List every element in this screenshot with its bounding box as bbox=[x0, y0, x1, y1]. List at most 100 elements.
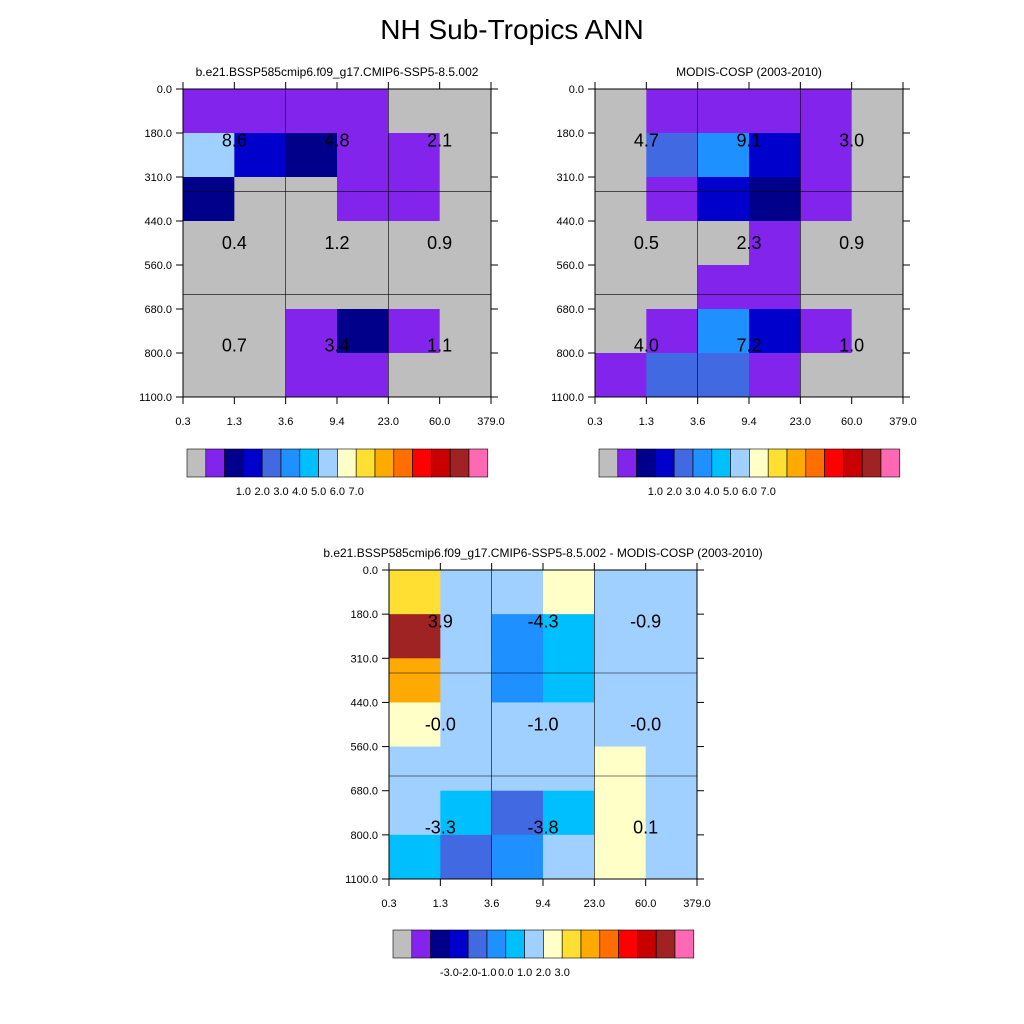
colorbar-swatch bbox=[430, 929, 450, 959]
colorbar-label: 2.0 bbox=[536, 967, 551, 979]
heatmap-cell bbox=[851, 353, 904, 398]
heatmap-cell bbox=[183, 221, 235, 266]
y-tick-label: 800.0 bbox=[144, 348, 172, 360]
y-tick-label: 310.0 bbox=[144, 172, 172, 184]
heatmap-cell bbox=[800, 353, 853, 398]
colorbar-swatch bbox=[617, 448, 637, 478]
heatmap-cell bbox=[800, 221, 853, 266]
colorbar-swatch bbox=[524, 929, 544, 959]
heatmap-cell bbox=[543, 746, 595, 792]
data-label: 3.9 bbox=[428, 612, 453, 632]
heatmap-cell bbox=[491, 658, 544, 703]
y-tick-label: 310.0 bbox=[350, 653, 378, 665]
colorbar-label: -2.0 bbox=[459, 967, 478, 979]
colorbar-label: 7.0 bbox=[761, 486, 776, 498]
heatmap-cell bbox=[388, 177, 441, 222]
x-tick-label: 60.0 bbox=[429, 416, 450, 428]
heatmap-cell bbox=[595, 133, 647, 178]
heatmap-cell bbox=[389, 834, 441, 880]
heatmap-cell bbox=[389, 702, 441, 748]
panel-diff: b.e21.BSSP585cmip6.f09_g17.CMIP6-SSP5-8.… bbox=[323, 546, 762, 979]
heatmap-cell bbox=[183, 133, 235, 178]
colorbar-swatch bbox=[468, 448, 489, 478]
y-tick-label: 680.0 bbox=[556, 304, 584, 316]
heatmap-cell bbox=[646, 265, 699, 310]
heatmap-cell bbox=[183, 265, 235, 310]
heatmap-cell bbox=[439, 353, 492, 398]
heatmap-cell bbox=[388, 133, 441, 178]
heatmap-cell bbox=[440, 658, 493, 703]
colorbar-swatch bbox=[393, 448, 413, 478]
heatmap-cell bbox=[645, 746, 698, 792]
colorbar-swatch bbox=[186, 448, 207, 478]
heatmap-cell bbox=[697, 221, 750, 266]
colorbar-swatch bbox=[786, 448, 807, 478]
x-tick-label: 0.3 bbox=[381, 898, 396, 910]
heatmap-cell bbox=[234, 177, 287, 222]
colorbar-swatch bbox=[692, 448, 713, 478]
x-tick-label: 23.0 bbox=[584, 898, 605, 910]
x-tick-label: 23.0 bbox=[378, 416, 399, 428]
colorbar-swatch bbox=[749, 448, 769, 478]
y-tick-label: 310.0 bbox=[556, 172, 584, 184]
colorbar-label: 1.0 bbox=[236, 486, 251, 498]
data-label: -1.0 bbox=[527, 715, 558, 735]
heatmap-cell bbox=[800, 89, 853, 134]
y-tick-label: 440.0 bbox=[144, 216, 172, 228]
data-label: 4.8 bbox=[324, 130, 349, 150]
x-tick-label: 0.3 bbox=[587, 416, 602, 428]
heatmap-cell bbox=[749, 133, 801, 178]
heatmap-cell bbox=[646, 353, 699, 398]
heatmap-cell bbox=[389, 614, 441, 659]
data-label: 1.2 bbox=[324, 233, 349, 253]
colorbar-label: 5.0 bbox=[723, 486, 738, 498]
y-tick-label: 440.0 bbox=[350, 697, 378, 709]
x-tick-label: 3.6 bbox=[278, 416, 293, 428]
heatmap-cell bbox=[285, 265, 338, 310]
heatmap-cell bbox=[645, 702, 698, 748]
colorbar-swatch bbox=[261, 448, 282, 478]
heatmap-cell bbox=[285, 177, 338, 222]
colorbar-swatch bbox=[674, 929, 695, 959]
data-label: 0.4 bbox=[222, 233, 247, 253]
colorbar-swatch bbox=[637, 929, 657, 959]
heatmap-cell bbox=[388, 309, 441, 354]
heatmap-cell bbox=[183, 89, 235, 134]
heatmap-cell bbox=[851, 309, 904, 354]
y-tick-label: 180.0 bbox=[556, 128, 584, 140]
heatmap-cell bbox=[697, 133, 750, 178]
colorbar-label: 0.0 bbox=[498, 967, 513, 979]
heatmap-cell bbox=[595, 177, 647, 222]
colorbar-swatch bbox=[411, 929, 431, 959]
y-tick-label: 680.0 bbox=[144, 304, 172, 316]
heatmap-cell bbox=[543, 658, 595, 703]
y-tick-label: 0.0 bbox=[569, 84, 584, 96]
colorbar-swatch bbox=[580, 929, 601, 959]
colorbar-swatch bbox=[655, 448, 675, 478]
heatmap-cell bbox=[389, 570, 441, 615]
heatmap-cell bbox=[388, 353, 441, 398]
heatmap-cell bbox=[594, 702, 647, 748]
heatmap-cell bbox=[595, 353, 647, 398]
colorbar-swatch bbox=[805, 448, 825, 478]
heatmap-cell bbox=[697, 309, 750, 354]
colorbar-swatch bbox=[392, 929, 413, 959]
heatmap-cell bbox=[594, 790, 647, 836]
heatmap-cell bbox=[645, 570, 698, 615]
data-label: 3.4 bbox=[324, 336, 349, 356]
colorbar-label: 7.0 bbox=[349, 486, 364, 498]
data-label: -3.3 bbox=[425, 818, 456, 838]
heatmap-cell bbox=[851, 89, 904, 134]
heatmap-cell bbox=[749, 177, 801, 222]
heatmap-cell bbox=[234, 309, 287, 354]
heatmap-cell bbox=[800, 309, 853, 354]
colorbar-swatch bbox=[449, 448, 470, 478]
colorbar-swatch bbox=[561, 929, 582, 959]
colorbar-swatch bbox=[337, 448, 357, 478]
data-label: -0.0 bbox=[630, 715, 661, 735]
colorbar-swatch bbox=[655, 929, 676, 959]
data-label: 0.7 bbox=[222, 336, 247, 356]
colorbar-label: 6.0 bbox=[742, 486, 757, 498]
x-tick-label: 60.0 bbox=[635, 898, 656, 910]
